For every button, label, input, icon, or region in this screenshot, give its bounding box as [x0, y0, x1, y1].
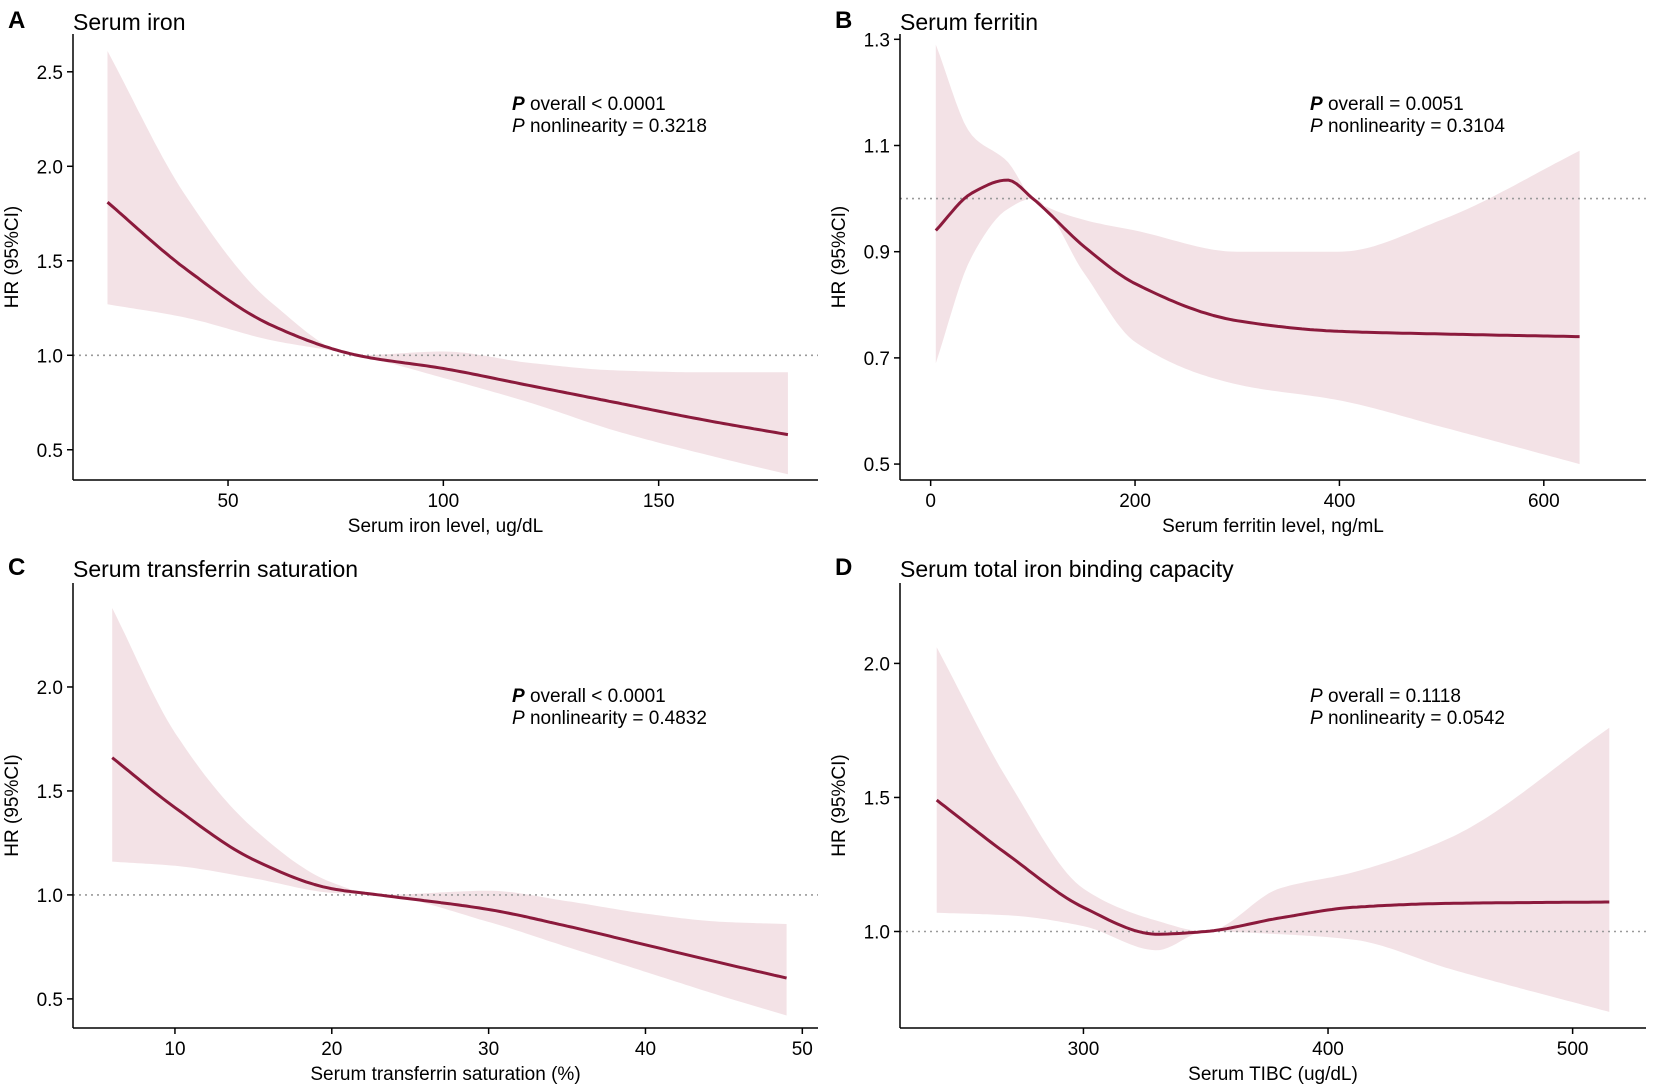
- p-symbol: P: [1310, 686, 1323, 707]
- x-tick-label: 600: [1528, 491, 1560, 512]
- panel-title: Serum iron: [73, 9, 185, 35]
- y-tick-label: 1.5: [864, 788, 890, 809]
- y-tick-label: 1.0: [37, 346, 63, 367]
- y-tick-label: 1.0: [864, 922, 890, 943]
- x-axis-label: Serum ferritin level, ng/mL: [1162, 516, 1384, 537]
- x-tick-label: 30: [478, 1039, 499, 1060]
- confidence-band: [107, 51, 788, 475]
- panel-letter: C: [8, 554, 25, 581]
- p-value-text: overall = 0.1118: [1323, 686, 1461, 707]
- x-tick-label: 500: [1557, 1039, 1589, 1060]
- p-symbol: P: [512, 116, 525, 137]
- p-value-text: overall < 0.0001: [525, 94, 666, 115]
- p-value-annotation: P overall < 0.0001: [512, 686, 666, 707]
- y-tick-label: 2.0: [864, 654, 890, 675]
- x-tick-label: 0: [925, 491, 936, 512]
- hr-curve: [935, 798, 1610, 936]
- panel-title: Serum total iron binding capacity: [900, 556, 1234, 582]
- p-value-annotation: P overall = 0.1118: [1310, 686, 1461, 707]
- y-axis-label: HR (95%CI): [2, 206, 23, 308]
- y-tick-label: 2.0: [37, 678, 63, 699]
- y-tick-label: 1.5: [37, 252, 63, 273]
- x-tick-label: 50: [792, 1039, 813, 1060]
- x-axis-label: Serum iron level, ug/dL: [348, 516, 543, 537]
- p-value-text: nonlinearity = 0.3104: [1323, 116, 1506, 137]
- p-symbol: P: [512, 708, 525, 729]
- p-symbol: P: [512, 94, 525, 115]
- y-axis-label: HR (95%CI): [2, 754, 23, 856]
- y-tick-label: 1.0: [37, 886, 63, 907]
- y-tick-label: 2.0: [37, 157, 63, 178]
- y-tick-label: 0.9: [864, 243, 890, 264]
- y-axis-label: HR (95%CI): [829, 206, 850, 308]
- p-value-annotation: P overall = 0.0051: [1310, 94, 1464, 115]
- x-tick-label: 40: [635, 1039, 656, 1060]
- confidence-band: [935, 44, 1580, 465]
- y-tick-label: 0.5: [37, 990, 63, 1011]
- panel-title: Serum ferritin: [900, 9, 1038, 35]
- panel-c: C Serum transferrin saturation 10 20 30 40 50 0…: [2, 554, 818, 1085]
- p-value-text: nonlinearity = 0.4832: [525, 708, 707, 729]
- hr-curve: [111, 756, 787, 980]
- p-value-text: overall = 0.0051: [1323, 94, 1464, 115]
- p-value-annotation: P nonlinearity = 0.0542: [1310, 708, 1505, 729]
- panel-title: Serum transferrin saturation: [73, 556, 358, 582]
- p-value-annotation: P nonlinearity = 0.4832: [512, 708, 707, 729]
- y-tick-label: 0.7: [864, 349, 890, 370]
- y-tick-label: 1.3: [864, 30, 890, 51]
- p-value-text: nonlinearity = 0.0542: [1323, 708, 1505, 729]
- y-tick-label: 0.5: [37, 441, 63, 462]
- y-tick-label: 1.5: [37, 782, 63, 803]
- y-tick-label: 0.5: [864, 455, 890, 476]
- x-tick-label: 300: [1068, 1039, 1100, 1060]
- panel-a: A Serum iron 50 100 150 0.5 1.0 1.5 2.0 2.5 Serum …: [2, 7, 818, 537]
- panel-d: D Serum total iron binding capacity 300 400…: [829, 554, 1646, 1085]
- x-axis-label: Serum TIBC (ug/dL): [1188, 1064, 1358, 1085]
- p-value-text: nonlinearity = 0.3218: [525, 116, 707, 137]
- p-symbol: P: [1310, 116, 1323, 137]
- p-value-text: overall < 0.0001: [525, 686, 666, 707]
- panel-b: B Serum ferritin 0 200 400 600 0.5 0.7 0.9 1.1 1.3…: [829, 7, 1646, 537]
- x-tick-label: 100: [427, 491, 459, 512]
- x-tick-label: 20: [321, 1039, 342, 1060]
- p-value-annotation: P nonlinearity = 0.3104: [1310, 116, 1505, 137]
- y-tick-label: 1.1: [864, 137, 890, 158]
- x-tick-label: 200: [1119, 491, 1151, 512]
- panel-letter: D: [835, 554, 852, 581]
- p-symbol: P: [512, 686, 525, 707]
- p-symbol: P: [1310, 708, 1323, 729]
- confidence-band: [936, 647, 1610, 1012]
- y-tick-label: 2.5: [37, 63, 63, 84]
- x-tick-label: 150: [643, 491, 675, 512]
- hr-curve: [934, 178, 1580, 339]
- hr-curve: [106, 201, 789, 437]
- p-value-annotation: P overall < 0.0001: [512, 94, 666, 115]
- x-tick-label: 400: [1324, 491, 1356, 512]
- y-axis-label: HR (95%CI): [829, 754, 850, 856]
- x-tick-label: 10: [164, 1039, 185, 1060]
- confidence-band: [112, 608, 787, 1016]
- x-axis-label: Serum transferrin saturation (%): [310, 1064, 580, 1085]
- panel-letter: A: [8, 7, 25, 34]
- p-symbol: P: [1310, 94, 1323, 115]
- x-tick-label: 400: [1312, 1039, 1344, 1060]
- x-tick-label: 50: [217, 491, 238, 512]
- p-value-annotation: P nonlinearity = 0.3218: [512, 116, 707, 137]
- panel-letter: B: [835, 7, 852, 34]
